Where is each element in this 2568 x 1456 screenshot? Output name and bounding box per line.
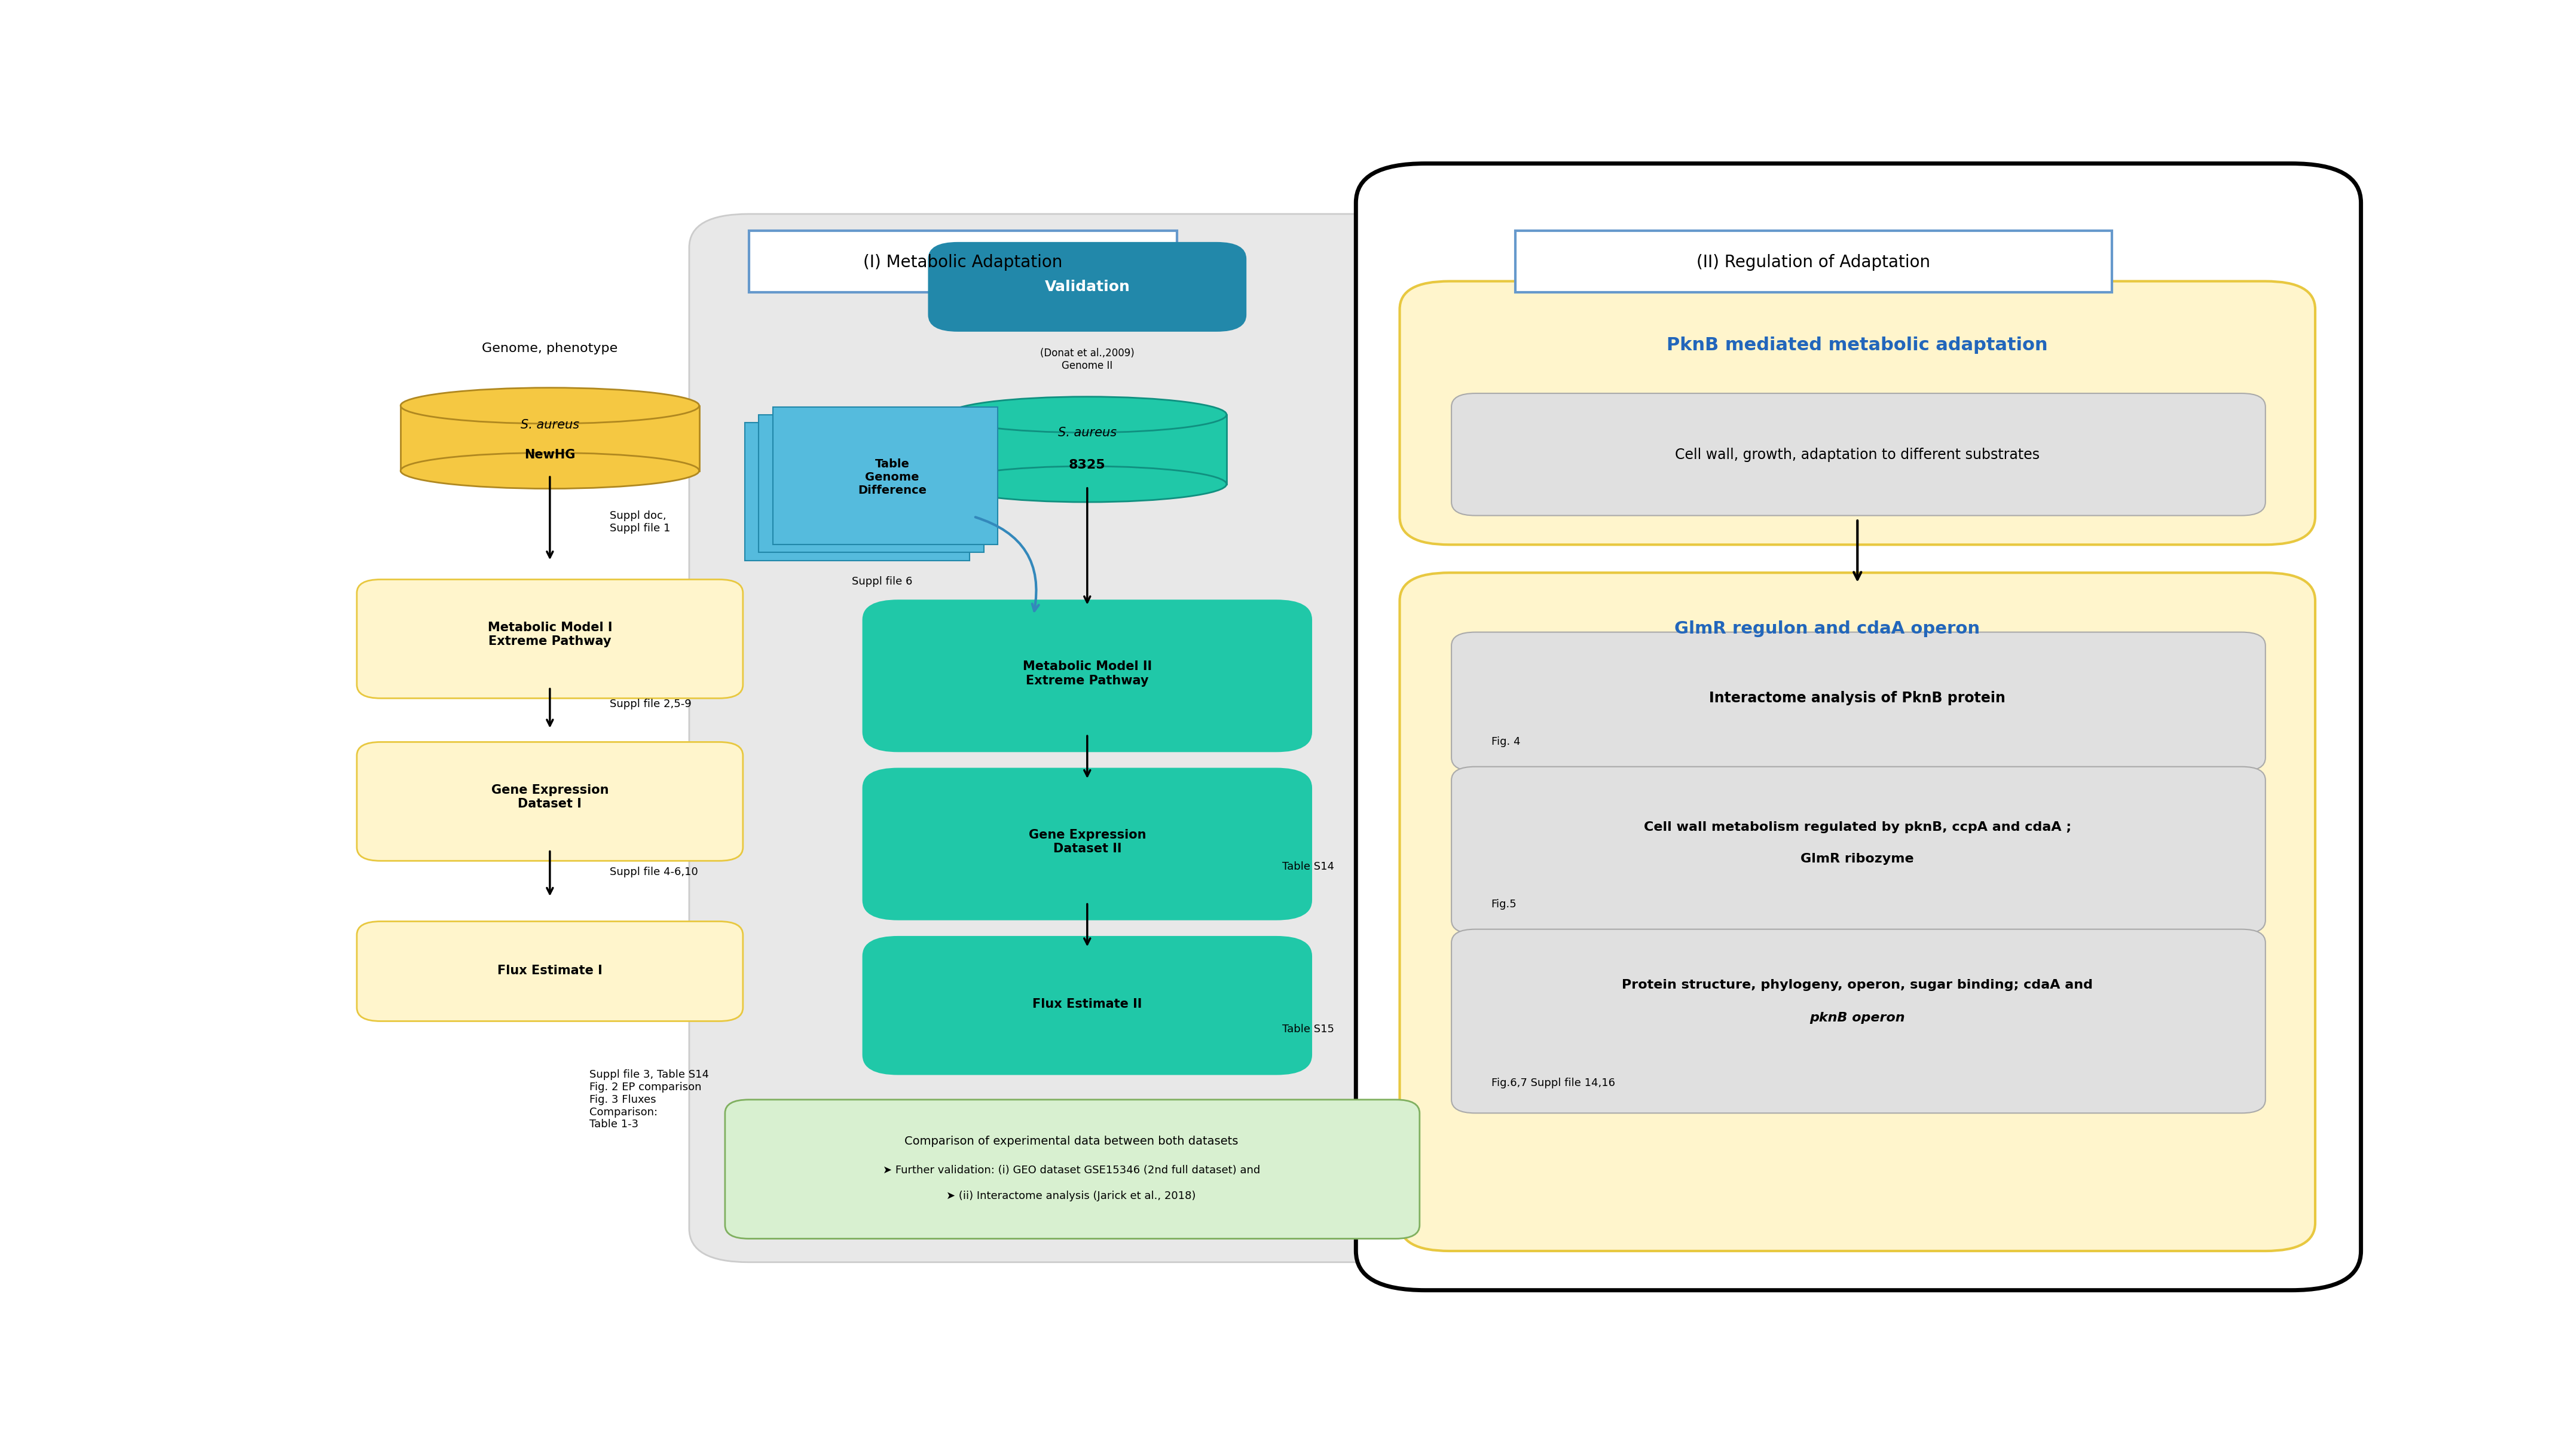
Text: S. aureus: S. aureus	[1058, 427, 1117, 438]
FancyBboxPatch shape	[1451, 929, 2265, 1112]
Text: PknB mediated metabolic adaptation: PknB mediated metabolic adaptation	[1667, 336, 2049, 354]
FancyBboxPatch shape	[1451, 632, 2265, 772]
Text: Cell wall metabolism regulated by pknB, ccpA and cdaA ;: Cell wall metabolism regulated by pknB, …	[1644, 821, 2072, 833]
FancyBboxPatch shape	[357, 579, 742, 699]
Bar	[948, 415, 1228, 485]
FancyBboxPatch shape	[724, 1099, 1420, 1239]
Text: 8325: 8325	[1068, 459, 1107, 472]
Text: Table
Genome
Difference: Table Genome Difference	[858, 459, 927, 496]
FancyBboxPatch shape	[1451, 767, 2265, 933]
Text: GlmR regulon and cdaA operon: GlmR regulon and cdaA operon	[1674, 620, 1980, 638]
Text: Genome, phenotype: Genome, phenotype	[483, 342, 619, 354]
Text: Suppl file 2,5-9: Suppl file 2,5-9	[609, 699, 691, 709]
Text: Fig. 4: Fig. 4	[1492, 737, 1520, 747]
Text: Fig.5: Fig.5	[1492, 900, 1518, 910]
FancyBboxPatch shape	[1356, 163, 2360, 1290]
Ellipse shape	[948, 466, 1228, 502]
FancyBboxPatch shape	[1451, 393, 2265, 515]
FancyBboxPatch shape	[750, 232, 1176, 293]
Text: Interactome analysis of PknB protein: Interactome analysis of PknB protein	[1710, 692, 2006, 706]
Text: Metabolic Model II
Extreme Pathway: Metabolic Model II Extreme Pathway	[1022, 661, 1153, 687]
FancyBboxPatch shape	[745, 422, 971, 561]
Text: Gene Expression
Dataset II: Gene Expression Dataset II	[1030, 828, 1145, 855]
Text: Metabolic Model I
Extreme Pathway: Metabolic Model I Extreme Pathway	[488, 622, 611, 648]
Text: Flux Estimate I: Flux Estimate I	[498, 965, 603, 977]
FancyBboxPatch shape	[1400, 572, 2316, 1251]
Text: Table S14: Table S14	[1281, 860, 1335, 872]
Ellipse shape	[401, 387, 698, 424]
Text: (II) Regulation of Adaptation: (II) Regulation of Adaptation	[1697, 253, 1931, 271]
Text: Table S15: Table S15	[1281, 1024, 1335, 1034]
Text: (Donat et al.,2009)
Genome II: (Donat et al.,2009) Genome II	[1040, 348, 1135, 371]
Text: Suppl file 3, Table S14
Fig. 2 EP comparison
Fig. 3 Fluxes
Comparison:
Table 1-3: Suppl file 3, Table S14 Fig. 2 EP compar…	[591, 1069, 709, 1130]
FancyBboxPatch shape	[773, 406, 996, 545]
FancyBboxPatch shape	[688, 214, 1456, 1262]
Text: Suppl file 4-6,10: Suppl file 4-6,10	[609, 866, 698, 878]
FancyBboxPatch shape	[863, 600, 1312, 753]
FancyBboxPatch shape	[357, 743, 742, 860]
Text: NewHG: NewHG	[524, 448, 575, 462]
Text: Suppl doc,
Suppl file 1: Suppl doc, Suppl file 1	[609, 511, 670, 534]
Ellipse shape	[401, 453, 698, 489]
Text: ➤ (ii) Interactome analysis (Jarick et al., 2018): ➤ (ii) Interactome analysis (Jarick et a…	[948, 1191, 1197, 1201]
Text: Gene Expression
Dataset I: Gene Expression Dataset I	[490, 783, 609, 810]
FancyArrowPatch shape	[976, 517, 1037, 612]
Bar	[401, 406, 698, 470]
Text: GlmR ribozyme: GlmR ribozyme	[1800, 853, 1913, 865]
FancyBboxPatch shape	[1400, 281, 2316, 545]
Text: (I) Metabolic Adaptation: (I) Metabolic Adaptation	[863, 253, 1063, 271]
Text: S. aureus: S. aureus	[521, 419, 580, 431]
FancyBboxPatch shape	[1515, 232, 2111, 293]
Text: pknB operon: pknB operon	[1810, 1012, 1905, 1024]
FancyBboxPatch shape	[927, 242, 1245, 332]
FancyBboxPatch shape	[863, 767, 1312, 920]
FancyBboxPatch shape	[760, 415, 984, 552]
Text: Comparison of experimental data between both datasets: Comparison of experimental data between …	[904, 1136, 1238, 1147]
FancyBboxPatch shape	[863, 936, 1312, 1075]
Text: Flux Estimate II: Flux Estimate II	[1032, 999, 1143, 1010]
Text: Fig.6,7 Suppl file 14,16: Fig.6,7 Suppl file 14,16	[1492, 1077, 1615, 1088]
Text: Protein structure, phylogeny, operon, sugar binding; cdaA and: Protein structure, phylogeny, operon, su…	[1623, 980, 2093, 992]
FancyBboxPatch shape	[357, 922, 742, 1021]
Text: Suppl file 6: Suppl file 6	[853, 577, 912, 587]
Text: ➤ Further validation: (i) GEO dataset GSE15346 (2nd full dataset) and: ➤ Further validation: (i) GEO dataset GS…	[883, 1165, 1261, 1175]
Text: Cell wall, growth, adaptation to different substrates: Cell wall, growth, adaptation to differe…	[1674, 448, 2039, 462]
Ellipse shape	[948, 396, 1228, 432]
Text: Validation: Validation	[1045, 280, 1130, 294]
